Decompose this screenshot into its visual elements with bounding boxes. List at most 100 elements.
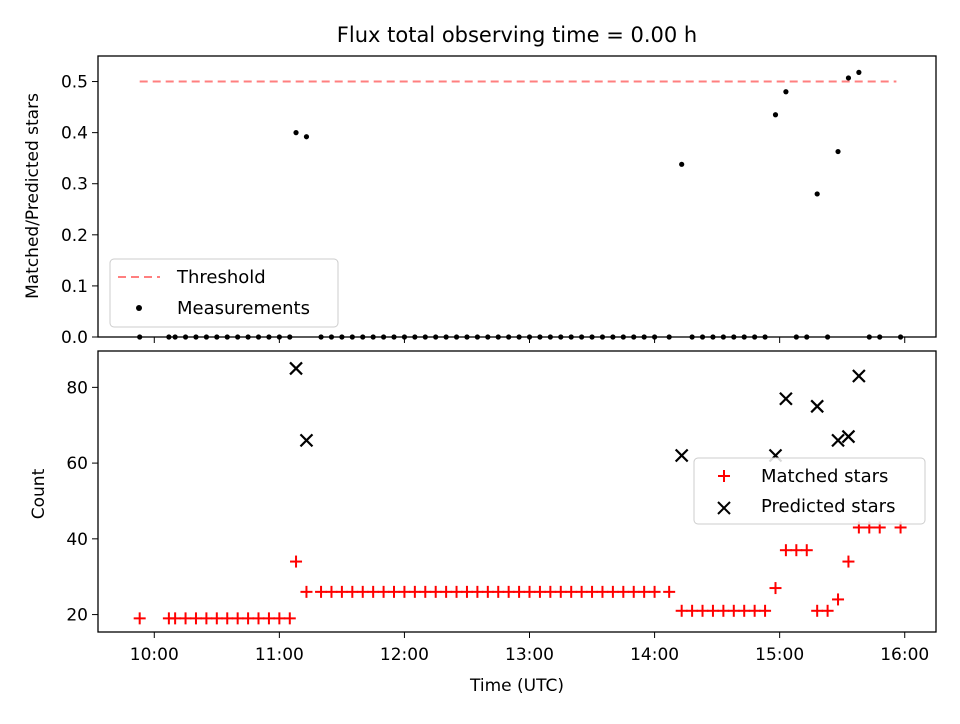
top-legend-threshold-label: Threshold: [176, 267, 266, 288]
matched-star-marker: [335, 585, 348, 598]
top-panel: 0.0 0.1 0.2 0.3 0.4 0.5 Matched/Predicted sta…: [23, 55, 937, 348]
matched-star-marker: [189, 612, 202, 625]
top-y-tick-label: 0.2: [61, 226, 88, 246]
bottom-y-tick-label: 80: [66, 378, 88, 398]
matched-star-marker: [450, 585, 463, 598]
matched-star-marker: [554, 585, 567, 598]
measurement-point: [772, 112, 779, 118]
measurement-point: [856, 69, 862, 75]
matched-star-marker: [769, 582, 782, 595]
matched-star-marker: [210, 612, 223, 625]
matched-star-marker: [811, 604, 824, 617]
chart-title: Flux total observing time = 0.00 h: [337, 23, 697, 47]
matched-star-marker: [513, 585, 526, 598]
bottom-x-ticks: 10:00 11:00 12:00 13:00 14:00 15:00 16:00: [130, 632, 929, 665]
matched-star-marker: [663, 585, 676, 598]
matched-star-marker: [842, 555, 855, 568]
matched-star-marker: [242, 612, 255, 625]
predicted-star-marker: [289, 361, 303, 376]
x-tick-label: 16:00: [880, 645, 929, 665]
measurement-point: [293, 130, 299, 136]
matched-star-marker: [617, 585, 630, 598]
matched-star-marker: [717, 604, 730, 617]
matched-star-marker: [367, 585, 380, 598]
matched-star-marker: [133, 612, 146, 625]
top-legend: Threshold Measurements: [109, 258, 339, 328]
predicted-stars-points: [289, 361, 866, 463]
matched-star-marker: [586, 585, 599, 598]
matched-star-marker: [759, 604, 772, 617]
matched-star-marker: [832, 593, 845, 606]
matched-star-marker: [706, 604, 719, 617]
matched-star-marker: [388, 585, 401, 598]
matched-star-marker: [283, 612, 296, 625]
matched-star-marker: [429, 585, 442, 598]
matched-star-marker: [502, 585, 515, 598]
bottom-axes-frame: [97, 350, 937, 633]
top-y-tick-label: 0.1: [61, 277, 88, 297]
matched-star-marker: [596, 585, 609, 598]
measurement-point: [303, 134, 310, 140]
matched-star-marker: [252, 612, 265, 625]
bottom-legend-predicted-label: Predicted stars: [761, 496, 895, 517]
matched-star-marker: [179, 612, 192, 625]
matched-star-marker: [779, 544, 792, 557]
matched-star-marker: [492, 585, 505, 598]
matched-star-marker: [565, 585, 578, 598]
matched-star-marker: [627, 585, 640, 598]
measurement-point: [835, 148, 841, 155]
x-tick-label: 10:00: [130, 645, 179, 665]
x-tick-label: 11:00: [255, 645, 304, 665]
matched-star-marker: [346, 585, 359, 598]
bottom-legend-matched-label: Matched stars: [761, 466, 888, 487]
matched-star-marker: [300, 585, 313, 598]
top-y-tick-label: 0.3: [61, 175, 88, 195]
matched-star-marker: [169, 612, 182, 625]
matched-star-marker: [440, 585, 453, 598]
top-legend-box: [109, 258, 339, 328]
matched-star-marker: [686, 604, 699, 617]
top-legend-measurements-label: Measurements: [177, 298, 310, 319]
bottom-y-tick-label: 20: [66, 606, 88, 626]
matched-star-marker: [748, 604, 761, 617]
matched-star-marker: [315, 585, 328, 598]
bottom-y-ticks: 20 40 60 80: [66, 378, 98, 626]
matched-star-marker: [471, 585, 484, 598]
top-y-axis-label: Matched/Predicted stars: [23, 93, 43, 299]
matched-star-marker: [408, 585, 421, 598]
matched-stars-points: [133, 521, 907, 625]
x-tick-label: 15:00: [755, 645, 804, 665]
matched-star-marker: [377, 585, 390, 598]
bottom-y-axis-label: Count: [29, 468, 49, 519]
matched-star-marker: [231, 612, 244, 625]
bottom-y-tick-label: 40: [66, 530, 88, 550]
matched-star-marker: [481, 585, 494, 598]
matched-star-marker: [606, 585, 619, 598]
predicted-star-marker: [810, 399, 824, 414]
x-axis-label: Time (UTC): [469, 676, 564, 696]
x-tick-label: 14:00: [630, 645, 679, 665]
matched-star-marker: [790, 544, 803, 557]
matched-star-marker: [273, 612, 286, 625]
top-y-tick-label: 0.0: [61, 328, 88, 348]
predicted-star-marker: [841, 429, 856, 444]
predicted-star-marker: [299, 433, 314, 448]
bottom-legend-predicted-swatch: [717, 501, 731, 515]
matched-star-marker: [696, 604, 709, 617]
matched-star-marker: [727, 604, 740, 617]
top-axes-frame: [97, 55, 937, 338]
matched-star-marker: [800, 544, 813, 557]
measurement-point: [679, 161, 685, 167]
predicted-star-marker: [831, 433, 845, 448]
matched-star-marker: [648, 585, 661, 598]
matched-star-marker: [419, 585, 432, 598]
matched-star-marker: [460, 585, 473, 598]
top-legend-measurements-swatch: [136, 305, 142, 311]
matched-star-marker: [575, 585, 588, 598]
matched-star-marker: [290, 555, 303, 568]
matched-star-marker: [221, 612, 234, 625]
measurement-point: [783, 89, 789, 95]
top-x-ticks: [153, 337, 906, 343]
predicted-star-marker: [779, 391, 793, 406]
